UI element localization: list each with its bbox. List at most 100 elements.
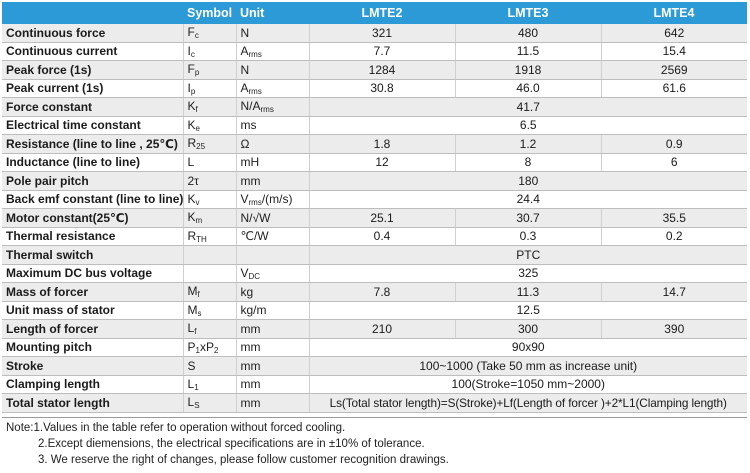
unit-subscript: rms [260,105,274,115]
symbol-text: F [187,25,195,40]
value-lmte4: 6 [600,153,747,172]
parameter-name: Pole pair pitch [2,171,183,191]
unit-cell: N [235,24,309,43]
symbol-subscript: m [195,216,203,226]
symbol-subscript: c [190,49,195,59]
symbol-subscript: f [194,327,197,337]
table-row: Thermal resistance RTH ℃/W 0.4 0.3 0.2 [2,227,747,246]
symbol-subscript: 1 [195,345,200,355]
symbol-text: K [187,210,196,225]
unit-cell [235,245,309,265]
parameter-name: Continuous current [2,42,183,61]
unit-cell: Vrms/(m/s) [235,190,309,209]
symbol-subscript: 25 [196,142,206,152]
value-lmte3: 1.2 [454,134,601,154]
value-lmte4: 0.2 [600,227,747,246]
parameter-name: Motor constant(25℃) [2,208,183,228]
value-lmte4: 14.7 [600,282,747,302]
parameter-name: Inductance (line to line) [2,153,183,172]
unit-text: /(m/s) [261,191,293,206]
symbol-cell: L1 [182,375,236,394]
table-row: Pole pair pitch 2τ mm 180 [2,171,747,191]
unit-text: kg/m [240,303,267,318]
specification-table: Symbol Unit LMTE2 LMTE3 LMTE4 Continuous… [2,2,747,413]
unit-cell: N [235,60,309,80]
unit-text: mm [240,173,261,188]
symbol-text: R [187,228,197,243]
symbol-subscript: v [195,197,200,207]
unit-cell: mm [235,319,309,339]
table-row: Resistance (line to line , 25℃) R25 Ω 1.8 1.… [2,134,747,154]
unit-text: mH [240,155,260,170]
notes-block: Note:1.Values in the table refer to oper… [6,420,746,468]
symbol-cell: Ke [182,116,236,135]
value-lmte4: 390 [600,319,747,339]
symbol-text: R [187,136,197,151]
unit-text: N/√W [240,210,271,225]
symbol-text: M [187,284,198,299]
symbol-cell: Kf [182,97,236,117]
table-row: Peak current (1s) Ip Arms 30.8 46.0 61.6 [2,79,747,98]
symbol-cell: Lf [182,319,236,339]
table-row: Clamping length L1 mm 100(Stroke=1050 mm~20… [2,375,747,394]
unit-text: ℃/W [240,229,269,244]
symbol-text: xP [199,339,214,354]
parameter-name: Resistance (line to line , 25℃) [2,134,183,154]
table-row: Length of forcer Lf mm 210 300 390 [2,319,747,339]
symbol-cell: RTH [182,227,236,246]
unit-text: mm [240,321,261,336]
unit-subscript: rms [248,86,262,96]
table-row: Mass of forcer Mf kg 7.8 11.3 14.7 [2,282,747,302]
value-all-models: 100(Stroke=1050 mm~2000) [308,375,747,394]
symbol-cell: LS [182,393,236,413]
unit-cell: Ω [235,134,309,154]
value-lmte2: 0.4 [308,227,455,246]
value-lmte3: 8 [454,153,601,172]
table-row: Total stator length LS mm Ls(Total stator l… [2,393,747,413]
symbol-cell: R25 [182,134,236,154]
value-lmte3: 1918 [454,60,601,80]
symbol-cell [182,245,236,265]
parameter-name: Thermal resistance [2,227,183,246]
symbol-subscript: 1 [194,382,199,392]
table-row: Unit mass of stator Ms kg/m 12.5 [2,301,747,320]
parameter-name: Total stator length [2,393,183,413]
parameter-name: Mass of forcer [2,282,183,302]
unit-text: mm [240,358,261,373]
unit-cell: kg/m [235,301,309,320]
unit-cell: ms [235,116,309,135]
symbol-cell: Fp [182,60,236,80]
symbol-text: S [187,358,196,373]
symbol-text: P [187,339,196,354]
parameter-name: Clamping length [2,375,183,394]
header-symbol: Symbol [183,2,236,24]
unit-cell: VDC [235,264,309,283]
table-row: Maximum DC bus voltage VDC 325 [2,264,747,283]
parameter-name: Mounting pitch [2,338,183,357]
value-lmte4: 15.4 [600,42,747,61]
value-lmte2: 7.8 [308,282,455,302]
unit-cell: mm [235,171,309,191]
symbol-text: I [187,80,191,95]
parameter-name: Maximum DC bus voltage [2,264,183,283]
symbol-text: K [187,117,196,132]
symbol-text: F [187,62,195,77]
symbol-cell: Fc [182,24,236,43]
unit-text: A [240,43,249,58]
value-lmte4: 642 [600,24,747,43]
header-unit: Unit [236,2,309,24]
unit-text: mm [240,377,261,392]
unit-subscript: DC [248,271,261,281]
unit-text: V [240,265,249,280]
value-all-models: 12.5 [308,301,747,320]
value-lmte3: 46.0 [454,79,601,98]
symbol-cell: Km [182,208,236,228]
table-row: Motor constant(25℃) Km N/√W 25.1 30.7 35.5 [2,208,747,228]
unit-text: mm [240,395,261,410]
header-name [2,2,183,24]
unit-text: mm [240,340,261,355]
value-all-models: 6.5 [308,116,747,135]
